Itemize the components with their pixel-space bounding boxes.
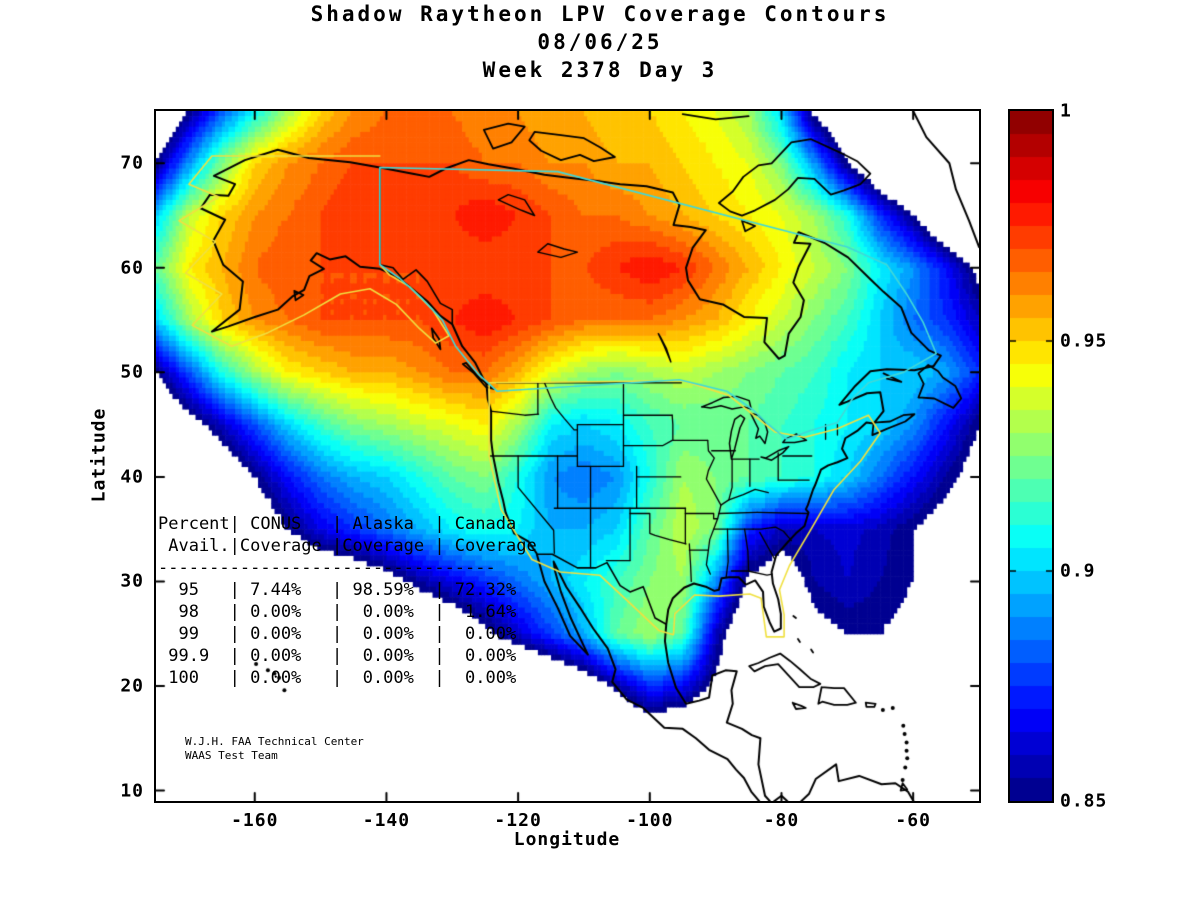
chart-date: 08/06/25 bbox=[537, 30, 663, 54]
y-tick-label: 10 bbox=[120, 780, 144, 802]
x-tick-label: -60 bbox=[895, 810, 931, 831]
colorbar bbox=[1008, 109, 1054, 803]
credit-text: W.J.H. FAA Technical Center WAAS Test Te… bbox=[185, 735, 364, 762]
x-axis-label: Longitude bbox=[513, 829, 621, 850]
colorbar-tick-label: 0.85 bbox=[1060, 790, 1108, 812]
x-tick-label: -140 bbox=[362, 810, 411, 831]
y-tick-label: 70 bbox=[120, 152, 144, 174]
y-tick-label: 20 bbox=[120, 675, 144, 697]
map-plot-area bbox=[154, 109, 981, 803]
y-tick-label: 50 bbox=[120, 361, 144, 383]
colorbar-tick-label: 1 bbox=[1060, 100, 1072, 122]
x-tick-label: -160 bbox=[231, 810, 279, 831]
chart-week-day: Week 2378 Day 3 bbox=[482, 58, 718, 82]
chart-title: Shadow Raytheon LPV Coverage Contours bbox=[310, 2, 890, 26]
y-tick-label: 40 bbox=[120, 466, 144, 488]
availability-table: Percent| CONUS | Alaska | Canada Avail.|… bbox=[158, 514, 537, 688]
coverage-contour-map bbox=[156, 111, 979, 801]
y-tick-label: 30 bbox=[120, 570, 144, 592]
x-tick-label: -100 bbox=[626, 810, 674, 831]
y-axis-label: Latitude bbox=[88, 407, 110, 503]
colorbar-gradient bbox=[1010, 111, 1052, 801]
y-tick-label: 60 bbox=[120, 257, 144, 279]
x-tick-label: -120 bbox=[494, 810, 542, 831]
x-tick-label: -80 bbox=[763, 810, 800, 831]
colorbar-tick-label: 0.9 bbox=[1060, 560, 1096, 582]
colorbar-tick-label: 0.95 bbox=[1060, 330, 1108, 352]
